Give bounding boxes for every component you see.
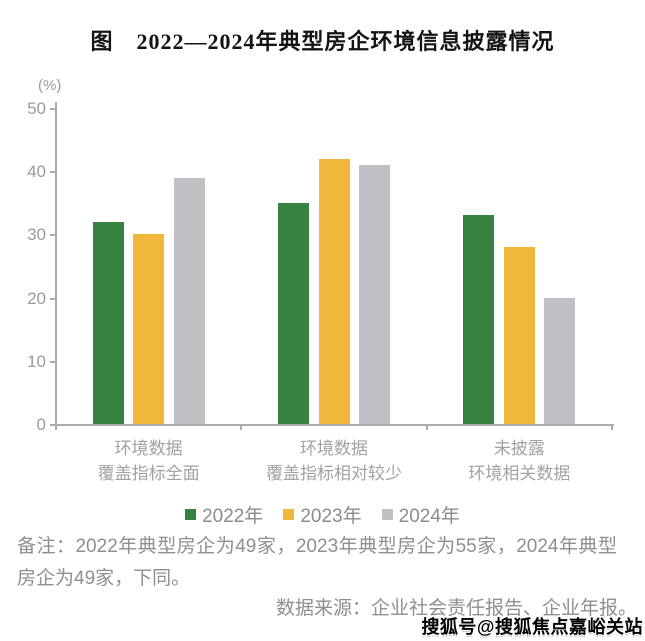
bar-2022年-group2	[278, 202, 309, 424]
x-tick-mark	[240, 424, 243, 430]
bar-2022年-group1	[92, 221, 124, 424]
legend-item-2022年: 2022年	[185, 501, 263, 528]
bar-2023年-group1	[133, 234, 165, 424]
legend-label: 2022年	[202, 506, 264, 527]
chart-title: 图 2022—2024年典型房企环境信息披露情况	[90, 29, 555, 54]
source-text: 数据来源：企业社会责任报告、企业年报。	[275, 598, 637, 619]
y-tick-label: 10	[27, 351, 46, 371]
legend-swatch-icon	[185, 509, 197, 520]
y-tick-label: 0	[36, 415, 46, 434]
note-text: 备注：2022年典型房企为49家，2023年典型房企为55家，2024年典型房企…	[17, 536, 617, 589]
bar-2023年-group2	[318, 158, 350, 424]
category-label: 环境数据 覆盖指标全面	[97, 439, 200, 483]
watermark-text: 搜狐号@搜狐焦点嘉峪关站	[421, 617, 643, 637]
y-tick-label: 50	[27, 99, 46, 118]
x-axis-line	[55, 424, 614, 426]
y-tick-label: 30	[27, 225, 46, 245]
y-tick-mark	[50, 360, 55, 363]
x-tick-mark	[611, 424, 613, 430]
bar-2024年-group3	[544, 297, 576, 424]
legend-label: 2024年	[398, 506, 460, 527]
y-tick-label: 20	[27, 288, 46, 308]
bar-2022年-group3	[463, 215, 495, 424]
y-tick-mark	[50, 171, 55, 174]
y-axis-unit-label: (%)	[38, 77, 62, 94]
y-tick-mark	[50, 108, 55, 110]
y-tick-mark	[50, 297, 55, 300]
y-tick-label: 40	[27, 162, 46, 182]
y-tick-mark	[50, 234, 55, 237]
x-tick-mark	[55, 424, 57, 430]
chart-legend: 2022年 2023年 2024年	[0, 501, 645, 528]
legend-swatch-icon	[283, 509, 295, 520]
bar-2024年-group2	[359, 164, 390, 424]
legend-swatch-icon	[381, 509, 393, 520]
category-label: 未披露 环境相关数据	[468, 439, 571, 483]
x-tick-mark	[425, 424, 428, 430]
y-axis-line	[55, 102, 57, 426]
bar-2024年-group1	[173, 177, 205, 424]
bar-2023年-group3	[503, 247, 535, 424]
legend-item-2024年: 2024年	[381, 501, 460, 528]
y-tick-mark	[50, 424, 55, 426]
category-label: 环境数据 覆盖指标相对较少	[266, 439, 402, 483]
legend-item-2023年: 2023年	[283, 501, 362, 528]
legend-label: 2023年	[300, 506, 362, 527]
